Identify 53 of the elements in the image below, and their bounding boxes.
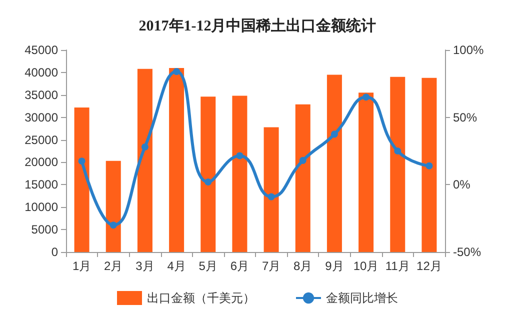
bar bbox=[232, 96, 248, 252]
legend-label: 金额同比增长 bbox=[326, 291, 398, 305]
x-tick-label: 8月 bbox=[294, 259, 312, 273]
bar bbox=[326, 74, 342, 252]
bar bbox=[358, 92, 374, 252]
point bbox=[110, 222, 117, 229]
y-tick-label: 5000 bbox=[31, 222, 58, 237]
x-tick-label: 5月 bbox=[198, 259, 218, 273]
bar bbox=[422, 78, 437, 252]
y2-tick-label: 50% bbox=[453, 110, 478, 124]
bar bbox=[74, 107, 90, 252]
point bbox=[204, 178, 212, 186]
bar bbox=[200, 96, 216, 252]
point bbox=[299, 156, 306, 164]
y-tick-label: 45000 bbox=[24, 43, 58, 57]
x-tick-label: 2月 bbox=[104, 259, 123, 273]
y2-tick-label: 100% bbox=[453, 43, 484, 57]
x-tick-label: 9月 bbox=[325, 259, 344, 273]
y-tick-label: 15000 bbox=[24, 178, 58, 192]
y-tick-label: 25000 bbox=[24, 132, 58, 147]
y-tick-label: 40000 bbox=[24, 65, 58, 80]
x-tick-label: 4月 bbox=[167, 259, 186, 273]
point bbox=[268, 193, 275, 200]
y-tick-label: 20000 bbox=[24, 155, 58, 170]
y-tick-label: 0 bbox=[51, 245, 58, 259]
x-tick-label: 10月 bbox=[353, 259, 379, 273]
x-tick-label: 12月 bbox=[416, 259, 442, 273]
point bbox=[78, 158, 86, 165]
x-tick-label: 6月 bbox=[230, 259, 250, 273]
y2-tick-label: 0% bbox=[453, 178, 471, 192]
y-tick-label: 10000 bbox=[24, 200, 58, 214]
x-tick-label: 11月 bbox=[385, 259, 410, 273]
bar bbox=[264, 127, 279, 252]
point bbox=[173, 68, 180, 76]
legend-label: 出口金额（千美元） bbox=[147, 291, 255, 305]
point bbox=[330, 130, 338, 138]
bar bbox=[137, 68, 152, 252]
point bbox=[362, 94, 370, 101]
chart-title: 2017年1-12月中国稀土出口金额统计 bbox=[138, 16, 376, 34]
y-tick-label: 35000 bbox=[24, 88, 58, 102]
x-tick-label: 7月 bbox=[262, 259, 281, 273]
bar bbox=[106, 160, 121, 252]
bar bbox=[169, 68, 184, 252]
bar bbox=[295, 104, 310, 252]
bar bbox=[390, 76, 406, 252]
point bbox=[426, 162, 433, 170]
point bbox=[236, 152, 244, 160]
point bbox=[394, 148, 402, 154]
point bbox=[141, 143, 148, 150]
x-tick-label: 1月 bbox=[72, 259, 92, 273]
y-tick-label: 30000 bbox=[24, 110, 58, 124]
x-tick-label: 3月 bbox=[136, 259, 154, 273]
y2-tick-label: -50% bbox=[453, 245, 482, 259]
